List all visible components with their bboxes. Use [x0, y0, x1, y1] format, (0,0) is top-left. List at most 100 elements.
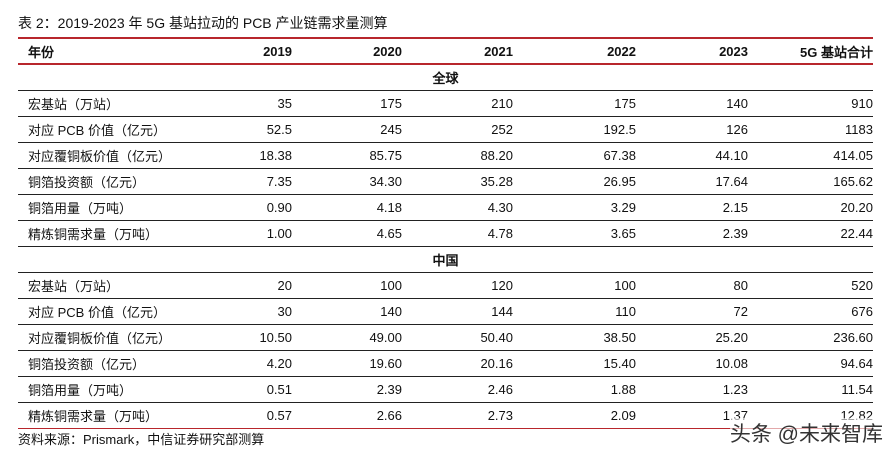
table-cell: 35.28	[402, 168, 513, 195]
table-row: 宏基站（万站） 35 175 210 175 140 910	[18, 90, 873, 117]
table-cell: 2.46	[402, 376, 513, 403]
section-row: 全球	[18, 64, 873, 91]
column-header: 2022	[513, 37, 636, 65]
table-cell: 1.37	[636, 402, 748, 429]
table-cell: 34.30	[292, 168, 402, 195]
column-header: 2020	[292, 37, 402, 65]
table-cell: 110	[513, 298, 636, 325]
section-row: 中国	[18, 246, 873, 273]
data-table: 年份 2019 2020 2021 2022 2023 5G 基站合计 全球 宏基站（万站） 3…	[18, 37, 873, 429]
table-cell: 17.64	[636, 168, 748, 195]
table-cell: 140	[636, 90, 748, 117]
table-row: 对应覆铜板价值（亿元） 10.50 49.00 50.40 38.50 25.20 236.…	[18, 324, 873, 351]
row-label: 宏基站（万站）	[18, 272, 198, 299]
table-cell: 52.5	[198, 116, 292, 143]
table-cell: 10.50	[198, 324, 292, 351]
row-label: 精炼铜需求量（万吨）	[18, 402, 198, 429]
table-cell: 11.54	[748, 376, 873, 403]
table-row: 宏基站（万站） 20 100 120 100 80 520	[18, 272, 873, 299]
table-cell: 35	[198, 90, 292, 117]
table-cell: 85.75	[292, 142, 402, 169]
table-cell: 210	[402, 90, 513, 117]
table-row: 铜箔投资额（亿元） 4.20 19.60 20.16 15.40 10.08 94.64	[18, 350, 873, 377]
table-cell: 4.30	[402, 194, 513, 221]
source-note: 资料来源：Prismark，中信证券研究部测算	[18, 432, 265, 447]
table-row: 铜箔用量（万吨） 0.90 4.18 4.30 3.29 2.15 20.20	[18, 194, 873, 221]
row-label: 铜箔投资额（亿元）	[18, 350, 198, 377]
table-row: 对应覆铜板价值（亿元） 18.38 85.75 88.20 67.38 44.10 414.…	[18, 142, 873, 169]
table-cell: 94.64	[748, 350, 873, 377]
table-title: 表 2：2019-2023 年 5G 基站拉动的 PCB 产业链需求量测算	[18, 15, 388, 31]
column-header: 2023	[636, 37, 748, 65]
table-cell: 2.66	[292, 402, 402, 429]
table-cell: 15.40	[513, 350, 636, 377]
table-cell: 20.20	[748, 194, 873, 221]
watermark: 头条 @未来智库	[729, 418, 883, 448]
table-cell: 245	[292, 116, 402, 143]
row-label: 宏基站（万站）	[18, 90, 198, 117]
table-row: 铜箔投资额（亿元） 7.35 34.30 35.28 26.95 17.64 165.62	[18, 168, 873, 195]
row-label: 对应覆铜板价值（亿元）	[18, 324, 198, 351]
table-cell: 520	[748, 272, 873, 299]
column-header: 年份	[18, 37, 198, 65]
table-row: 铜箔用量（万吨） 0.51 2.39 2.46 1.88 1.23 11.54	[18, 376, 873, 403]
table-cell: 1183	[748, 116, 873, 143]
table-cell: 30	[198, 298, 292, 325]
table-cell: 49.00	[292, 324, 402, 351]
table-cell: 44.10	[636, 142, 748, 169]
table-cell: 126	[636, 116, 748, 143]
table-row: 对应 PCB 价值（亿元） 30 140 144 110 72 676	[18, 298, 873, 325]
table-cell: 414.05	[748, 142, 873, 169]
table-cell: 910	[748, 90, 873, 117]
table-cell: 22.44	[748, 220, 873, 247]
table-cell: 676	[748, 298, 873, 325]
table-cell: 4.18	[292, 194, 402, 221]
table-cell: 0.51	[198, 376, 292, 403]
header-row: 年份 2019 2020 2021 2022 2023 5G 基站合计	[18, 37, 873, 65]
table-cell: 2.73	[402, 402, 513, 429]
table-cell: 140	[292, 298, 402, 325]
table-cell: 25.20	[636, 324, 748, 351]
table-cell: 20	[198, 272, 292, 299]
table-cell: 100	[513, 272, 636, 299]
column-header: 2019	[198, 37, 292, 65]
table-cell: 2.15	[636, 194, 748, 221]
table-cell: 165.62	[748, 168, 873, 195]
table-row: 精炼铜需求量（万吨） 1.00 4.65 4.78 3.65 2.39 22.44	[18, 220, 873, 247]
table-cell: 144	[402, 298, 513, 325]
row-label: 铜箔用量（万吨）	[18, 376, 198, 403]
table-cell: 80	[636, 272, 748, 299]
section-label: 中国	[18, 246, 873, 273]
table-cell: 18.38	[198, 142, 292, 169]
row-label: 对应 PCB 价值（亿元）	[18, 298, 198, 325]
row-label: 铜箔投资额（亿元）	[18, 168, 198, 195]
table-cell: 100	[292, 272, 402, 299]
table-cell: 4.78	[402, 220, 513, 247]
table-cell: 4.20	[198, 350, 292, 377]
table-cell: 50.40	[402, 324, 513, 351]
table-cell: 0.90	[198, 194, 292, 221]
table-cell: 175	[513, 90, 636, 117]
row-label: 精炼铜需求量（万吨）	[18, 220, 198, 247]
table-row: 对应 PCB 价值（亿元） 52.5 245 252 192.5 126 1183	[18, 116, 873, 143]
table-cell: 120	[402, 272, 513, 299]
table-cell: 252	[402, 116, 513, 143]
table-row: 精炼铜需求量（万吨） 0.57 2.66 2.73 2.09 1.37 12.82	[18, 402, 873, 429]
table-cell: 67.38	[513, 142, 636, 169]
table-cell: 38.50	[513, 324, 636, 351]
section-label: 全球	[18, 64, 873, 91]
table-cell: 236.60	[748, 324, 873, 351]
table-cell: 1.00	[198, 220, 292, 247]
table-cell: 3.29	[513, 194, 636, 221]
row-label: 对应 PCB 价值（亿元）	[18, 116, 198, 143]
table-cell: 72	[636, 298, 748, 325]
table-cell: 26.95	[513, 168, 636, 195]
table-cell: 2.39	[292, 376, 402, 403]
table-cell: 1.88	[513, 376, 636, 403]
table-cell: 19.60	[292, 350, 402, 377]
row-label: 对应覆铜板价值（亿元）	[18, 142, 198, 169]
table-cell: 175	[292, 90, 402, 117]
row-label: 铜箔用量（万吨）	[18, 194, 198, 221]
table-cell: 0.57	[198, 402, 292, 429]
table-cell: 88.20	[402, 142, 513, 169]
